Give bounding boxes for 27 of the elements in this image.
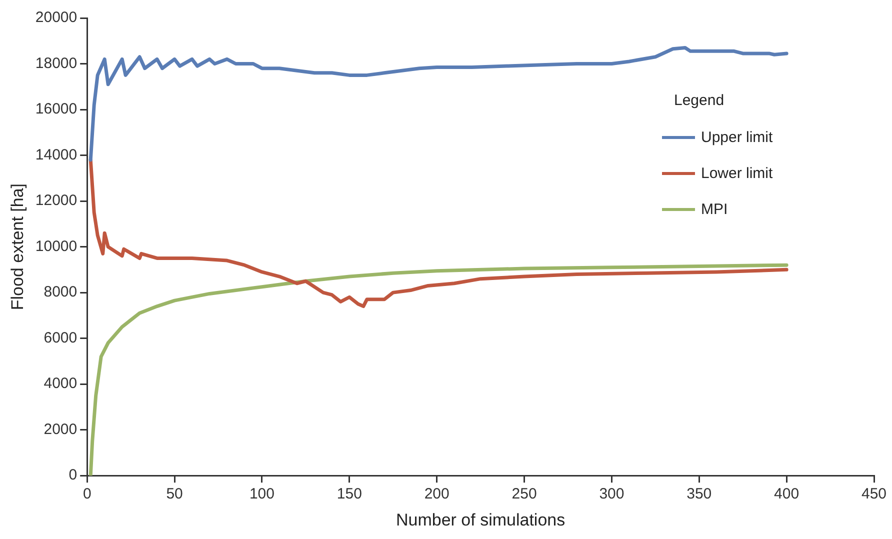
x-tick-label: 450 bbox=[861, 486, 887, 503]
x-tick-label: 50 bbox=[166, 486, 183, 503]
legend-label: Upper limit bbox=[701, 128, 773, 146]
x-axis-title: Number of simulations bbox=[396, 510, 566, 530]
y-tick-label: 20000 bbox=[35, 9, 78, 26]
y-tick-label: 2000 bbox=[44, 420, 78, 438]
x-tick-label: 400 bbox=[774, 486, 800, 503]
y-tick-label: 8000 bbox=[44, 284, 78, 301]
y-tick-label: 12000 bbox=[35, 192, 78, 210]
y-axis-title: Flood extent [ha] bbox=[8, 183, 27, 310]
y-tick-label: 18000 bbox=[35, 54, 78, 72]
x-tick-label: 100 bbox=[249, 486, 274, 503]
x-tick-label: 150 bbox=[336, 486, 362, 503]
y-tick-label: 14000 bbox=[35, 146, 78, 164]
x-tick-label: 250 bbox=[512, 486, 537, 503]
x-tick-label: 0 bbox=[82, 486, 92, 503]
y-tick-label: 6000 bbox=[44, 329, 78, 346]
x-tick-label: 350 bbox=[686, 486, 712, 503]
legend-label: MPI bbox=[701, 200, 728, 218]
x-tick-label: 200 bbox=[424, 486, 450, 503]
legend-title: Legend bbox=[674, 92, 726, 109]
x-tick-label: 300 bbox=[599, 486, 624, 503]
y-tick-label: 4000 bbox=[44, 375, 78, 392]
legend-label: Lower limit bbox=[701, 164, 773, 182]
y-tick-label: 16000 bbox=[35, 100, 78, 118]
y-tick-label: 10000 bbox=[35, 238, 78, 255]
y-tick-label: 0 bbox=[68, 466, 78, 484]
